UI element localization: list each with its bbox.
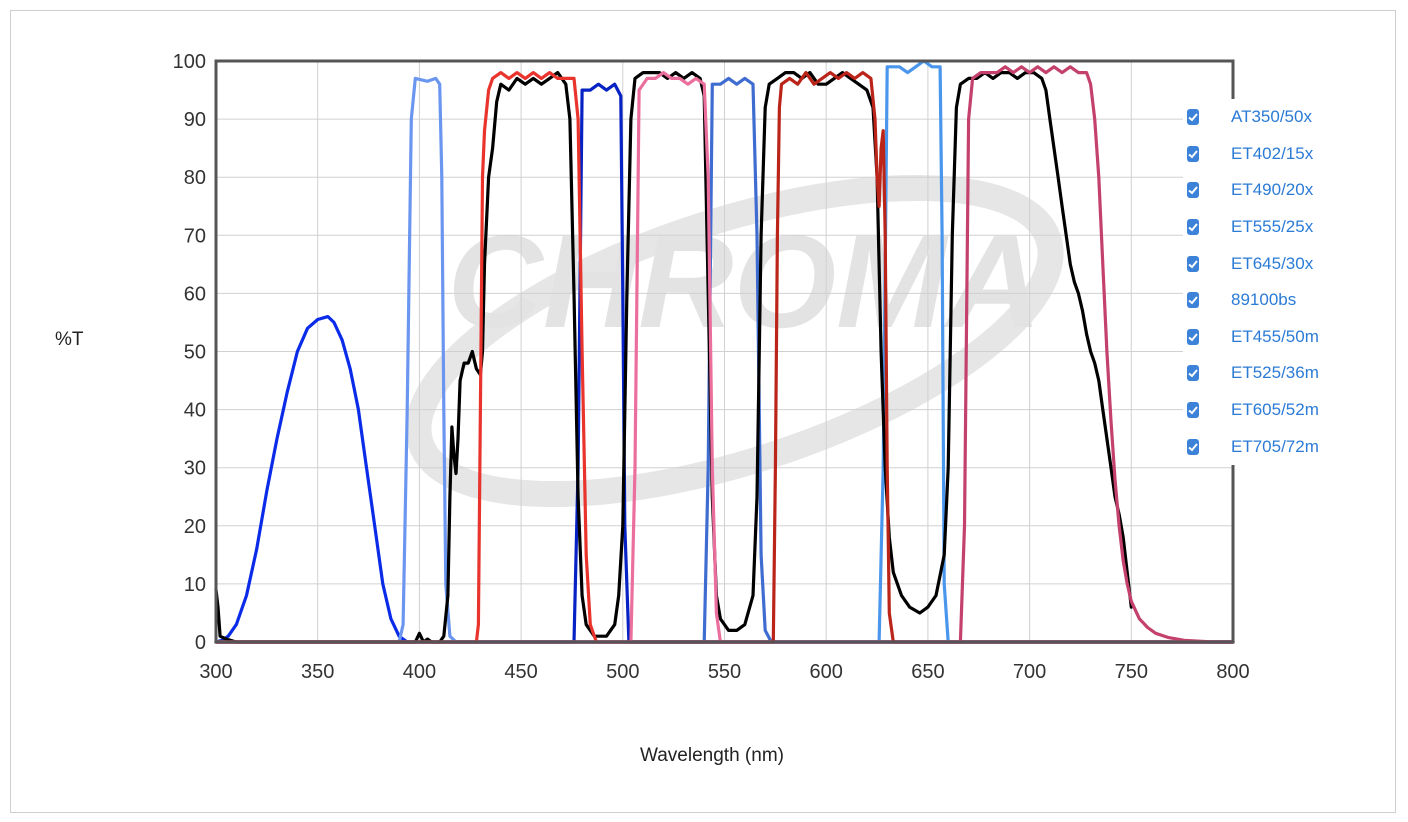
legend-item[interactable]: ET605/52m [1183, 392, 1319, 429]
y-tick-label: 30 [184, 458, 206, 480]
series-line-et525-36m [214, 71, 1235, 644]
legend-checkbox[interactable] [1187, 292, 1199, 309]
y-tick-label: 90 [184, 109, 206, 131]
y-tick-label: 100 [173, 51, 206, 73]
axes: 300 350 400 450 500 550 600 650 700 750 800 0 10 20 30… [173, 51, 1250, 683]
series-line-et402-15x [214, 76, 1235, 644]
chart-frame: CHROMA 300 350 400 450 500 550 600 650 700 750 800… [10, 10, 1396, 813]
legend-checkbox[interactable] [1187, 219, 1199, 236]
legend-label: ET555/25x [1231, 217, 1314, 237]
series-group [214, 59, 1235, 644]
legend-label: ET490/20x [1231, 180, 1314, 200]
legend-checkbox[interactable] [1187, 109, 1199, 126]
legend-checkbox[interactable] [1187, 438, 1199, 455]
legend: AT350/50x ET402/15x ET490/20x ET555/25x ET64… [1183, 99, 1319, 465]
series-line-et605-52m [214, 71, 1235, 644]
series-line-at350-50x [214, 315, 1235, 644]
legend-checkbox[interactable] [1187, 182, 1199, 199]
x-tick-label: 450 [504, 661, 537, 683]
y-tick-label: 70 [184, 225, 206, 247]
series-line-89100bs [214, 71, 1133, 644]
y-tick-label: 50 [184, 342, 206, 364]
x-tick-label: 750 [1115, 661, 1148, 683]
y-tick-label: 40 [184, 400, 206, 422]
y-tick-label: 20 [184, 516, 206, 538]
legend-checkbox[interactable] [1187, 255, 1199, 272]
legend-item[interactable]: ET402/15x [1183, 136, 1313, 173]
legend-item[interactable]: ET455/50m [1183, 319, 1319, 356]
legend-item[interactable]: AT350/50x [1183, 99, 1312, 136]
legend-item[interactable]: ET645/30x [1183, 245, 1313, 282]
chart-svg: CHROMA 300 350 400 450 500 550 600 650 700 750 800… [173, 51, 1250, 683]
legend-item[interactable]: ET555/25x [1183, 209, 1313, 246]
legend-label: ET455/50m [1231, 326, 1319, 346]
x-tick-label: 800 [1216, 661, 1249, 683]
y-tick-label: 10 [184, 574, 206, 596]
x-tick-label: 600 [810, 661, 843, 683]
x-tick-label: 700 [1013, 661, 1046, 683]
legend-label: ET645/30x [1231, 253, 1314, 273]
legend-checkbox[interactable] [1187, 328, 1199, 345]
legend-item[interactable]: ET705/72m [1183, 428, 1319, 465]
legend-checkbox[interactable] [1187, 145, 1199, 162]
legend-label: ET525/36m [1231, 363, 1319, 383]
legend-label: ET605/52m [1231, 400, 1319, 420]
y-tick-label: 60 [184, 283, 206, 305]
legend-label: 89100bs [1231, 290, 1297, 310]
legend-item[interactable]: ET525/36m [1183, 355, 1319, 392]
watermark-swoosh [405, 174, 1064, 508]
legend-checkbox[interactable] [1187, 365, 1199, 382]
x-tick-label: 400 [403, 661, 436, 683]
x-tick-label: 500 [606, 661, 639, 683]
x-tick-label: 300 [199, 661, 232, 683]
x-tick-label: 350 [301, 661, 334, 683]
legend-checkbox[interactable] [1187, 402, 1199, 419]
series-line-et455-50m [214, 71, 1235, 644]
legend-item[interactable]: 89100bs [1183, 282, 1296, 319]
y-tick-label: 0 [195, 632, 206, 654]
legend-label: ET705/72m [1231, 436, 1319, 456]
legend-label: AT350/50x [1231, 107, 1312, 127]
x-tick-label: 550 [708, 661, 741, 683]
series-line-et705-72m [214, 65, 1235, 644]
y-axis-label: %T [55, 329, 84, 350]
x-tick-label: 650 [911, 661, 944, 683]
x-axis-label: Wavelength (nm) [640, 745, 784, 766]
grid [215, 60, 1234, 643]
legend-label: ET402/15x [1231, 143, 1314, 163]
legend-item[interactable]: ET490/20x [1183, 172, 1313, 209]
y-tick-label: 80 [184, 167, 206, 189]
